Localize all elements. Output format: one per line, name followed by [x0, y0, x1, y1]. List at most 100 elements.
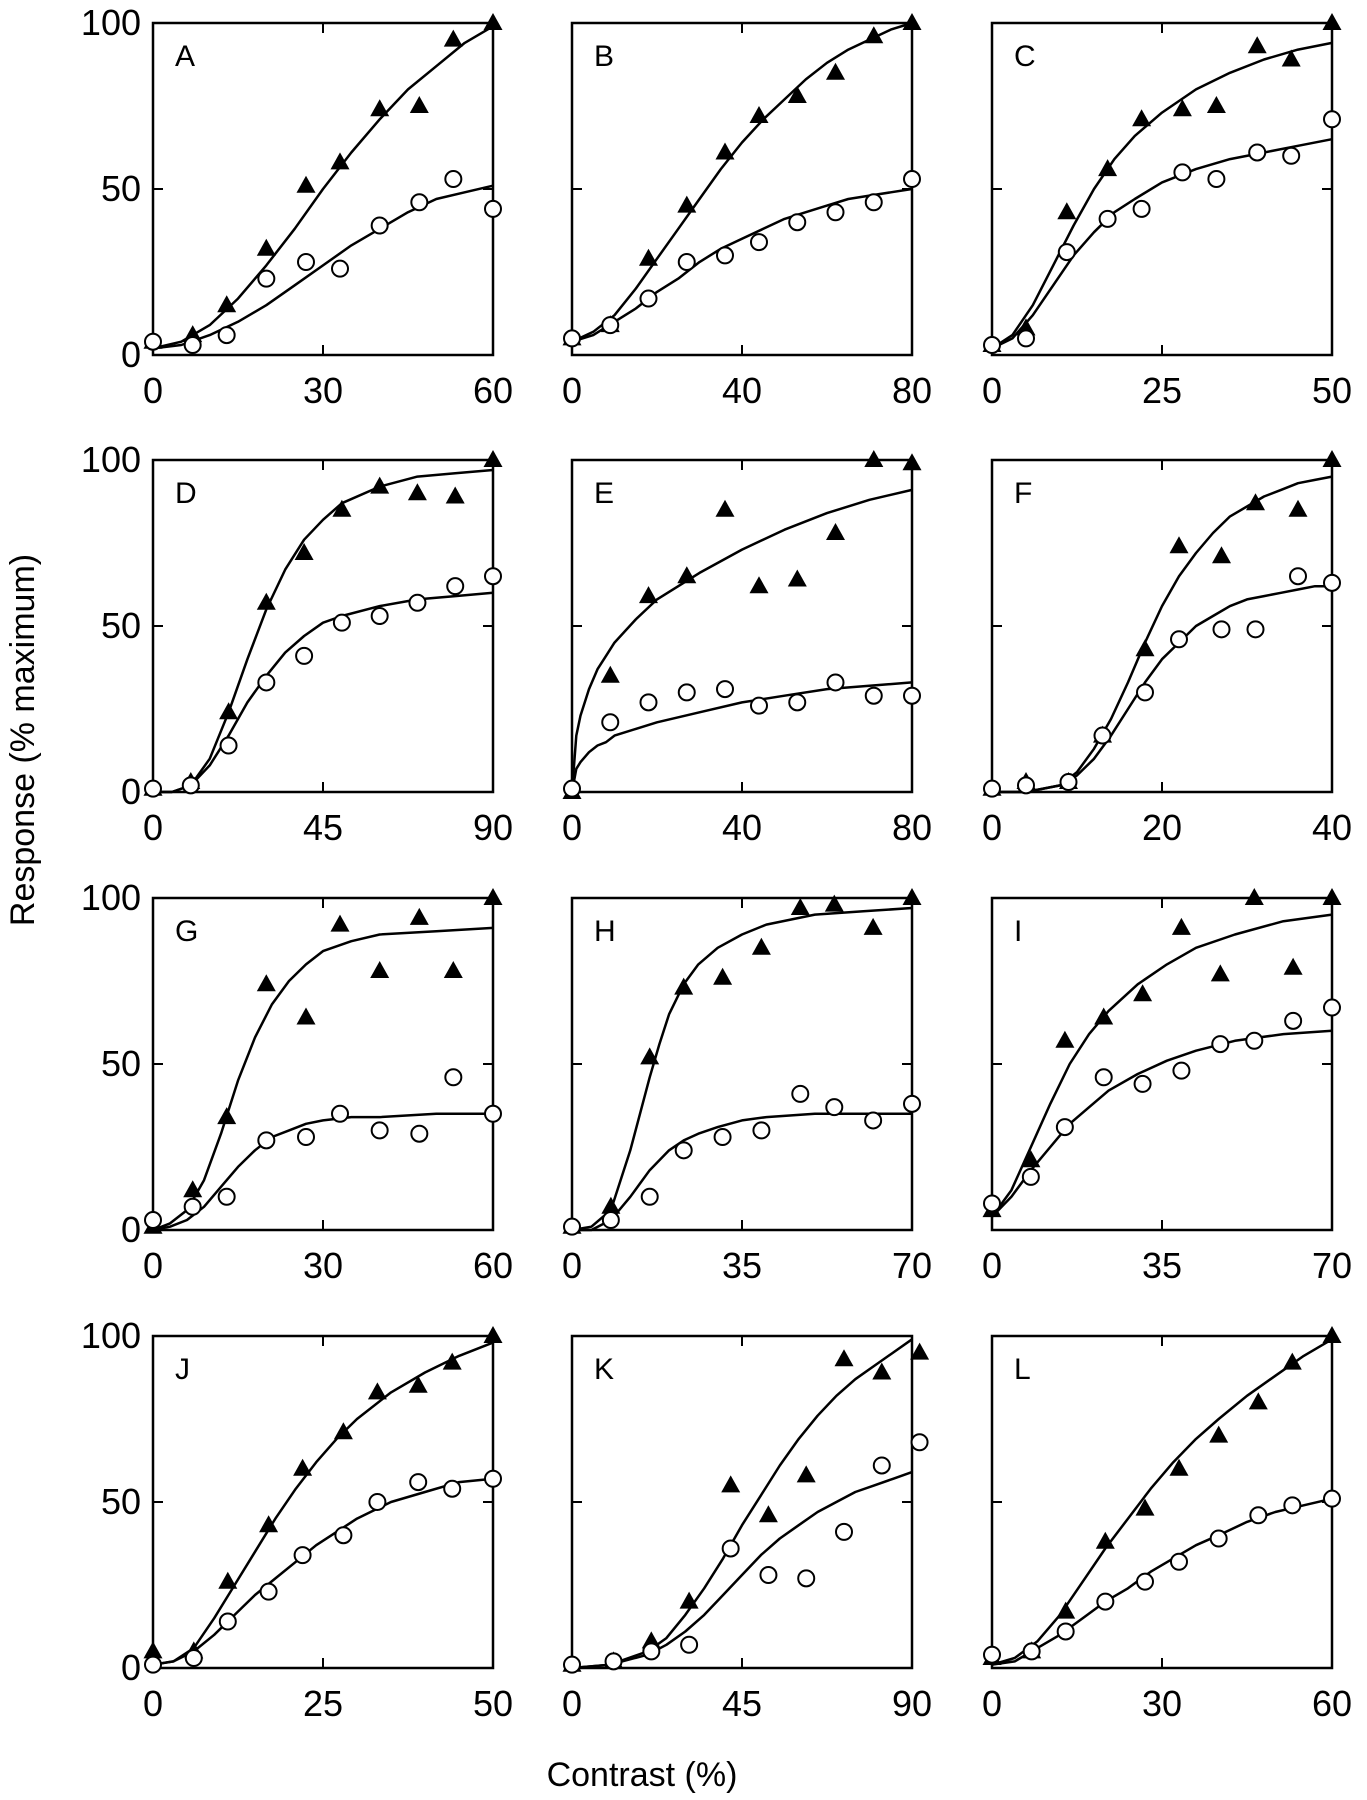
y-axis-title: Response (% maximum)	[4, 554, 42, 926]
x-tick-label: 40	[722, 807, 762, 848]
data-point-circle	[1170, 1552, 1188, 1571]
x-tick-label: 0	[562, 1683, 582, 1724]
data-point-triangle	[1132, 109, 1152, 127]
y-tick-label: 0	[121, 771, 141, 812]
fit-curve-circle	[571, 187, 913, 343]
y-tick-label: 50	[101, 605, 141, 646]
x-tick-label: 45	[303, 807, 343, 848]
data-point-circle	[903, 170, 921, 189]
data-point-triangle	[443, 29, 463, 47]
panel-label: K	[594, 1353, 614, 1386]
y-tick-label: 0	[121, 1647, 141, 1688]
data-point-triangle	[902, 888, 922, 905]
data-point-circle	[639, 289, 658, 308]
data-point-circle	[257, 1131, 276, 1150]
plot-frame	[570, 1334, 914, 1670]
y-tick-label: 100	[81, 877, 141, 918]
panel-label: F	[1014, 477, 1032, 510]
data-point-triangle	[1248, 1392, 1268, 1410]
panel-f: F 0 20 40	[982, 450, 1352, 848]
plot-frame	[990, 1334, 1334, 1670]
data-point-triangle	[442, 1352, 462, 1370]
data-point-circle	[1323, 110, 1341, 129]
data-point-circle	[864, 193, 883, 212]
data-point-circle	[259, 1582, 278, 1601]
data-point-circle	[750, 233, 768, 252]
fit-curve-triangle	[152, 25, 494, 350]
data-point-circle	[295, 646, 314, 665]
data-point-triangle	[217, 1107, 237, 1125]
data-point-triangle	[333, 1422, 353, 1440]
data-point-circle	[1323, 573, 1341, 592]
y-tick-label: 100	[81, 439, 141, 480]
data-point-triangle	[1057, 202, 1077, 220]
x-tick-label: 60	[473, 370, 513, 411]
data-point-triangle	[1247, 36, 1267, 54]
x-tick-label: 70	[1312, 1245, 1352, 1286]
x-tick-label: 25	[1142, 370, 1182, 411]
data-point-circle	[1249, 1506, 1268, 1525]
data-point-circle	[716, 246, 734, 265]
data-point-triangle	[826, 62, 845, 80]
data-point-triangle	[259, 1515, 279, 1533]
data-point-circle	[1132, 199, 1151, 218]
data-point-circle	[1284, 1011, 1303, 1030]
data-point-circle	[444, 170, 463, 189]
data-point-triangle	[1322, 450, 1342, 467]
data-point-triangle	[1288, 499, 1308, 517]
data-point-circle	[181, 776, 200, 795]
data-point-triangle	[1135, 639, 1155, 657]
fit-curve-circle	[992, 584, 1332, 794]
data-point-circle	[674, 1141, 693, 1160]
x-tick-label: 0	[562, 807, 582, 848]
x-tick-label: 0	[562, 1245, 582, 1286]
data-point-circle	[983, 1645, 1001, 1664]
fit-curve-triangle	[571, 1338, 913, 1670]
fit-curve-circle	[152, 184, 494, 350]
data-point-circle	[1093, 726, 1112, 745]
data-point-triangle	[902, 13, 922, 30]
fit-curve-circle	[152, 1112, 493, 1232]
data-point-circle	[217, 1187, 236, 1206]
data-point-circle	[903, 1094, 921, 1113]
data-point-circle	[835, 1522, 853, 1541]
data-point-circle	[872, 1456, 891, 1475]
data-point-triangle	[639, 248, 658, 266]
data-point-triangle	[367, 1382, 387, 1400]
x-tick-label: 35	[1142, 1245, 1182, 1286]
data-point-circle	[293, 1546, 312, 1565]
data-point-circle	[368, 1493, 387, 1511]
data-point-circle	[1059, 773, 1078, 792]
data-point-triangle	[1135, 1498, 1155, 1516]
data-point-triangle	[751, 937, 771, 955]
x-tick-label: 70	[892, 1245, 932, 1286]
x-tick-label: 90	[892, 1683, 932, 1724]
data-point-circle	[713, 1128, 732, 1147]
x-tick-label: 30	[1142, 1683, 1182, 1724]
data-point-triangle	[296, 1007, 316, 1025]
panel-c: C 0 25 50	[982, 13, 1352, 411]
plot-frame	[151, 458, 495, 794]
data-point-circle	[640, 1187, 659, 1206]
data-point-triangle	[408, 1375, 428, 1393]
data-point-circle	[410, 1124, 429, 1143]
data-point-circle	[184, 1649, 203, 1668]
data-point-triangle	[1055, 1030, 1075, 1048]
data-point-triangle	[910, 1342, 930, 1360]
data-point-circle	[797, 1569, 816, 1588]
data-point-circle	[983, 1194, 1001, 1213]
data-point-circle	[144, 332, 162, 351]
data-point-triangle	[864, 26, 884, 44]
data-point-circle	[1283, 1496, 1302, 1515]
data-point-triangle	[715, 142, 735, 160]
x-tick-label: 0	[143, 370, 163, 411]
data-point-circle	[639, 693, 658, 712]
x-tick-label: 60	[1312, 1683, 1352, 1724]
data-point-triangle	[640, 1047, 660, 1065]
data-point-triangle	[1169, 1458, 1189, 1476]
fit-curve-circle	[152, 1477, 494, 1666]
data-point-circle	[677, 683, 696, 702]
data-point-circle	[1207, 170, 1226, 189]
data-point-circle	[331, 1104, 349, 1123]
fit-curve-triangle	[571, 906, 913, 1232]
